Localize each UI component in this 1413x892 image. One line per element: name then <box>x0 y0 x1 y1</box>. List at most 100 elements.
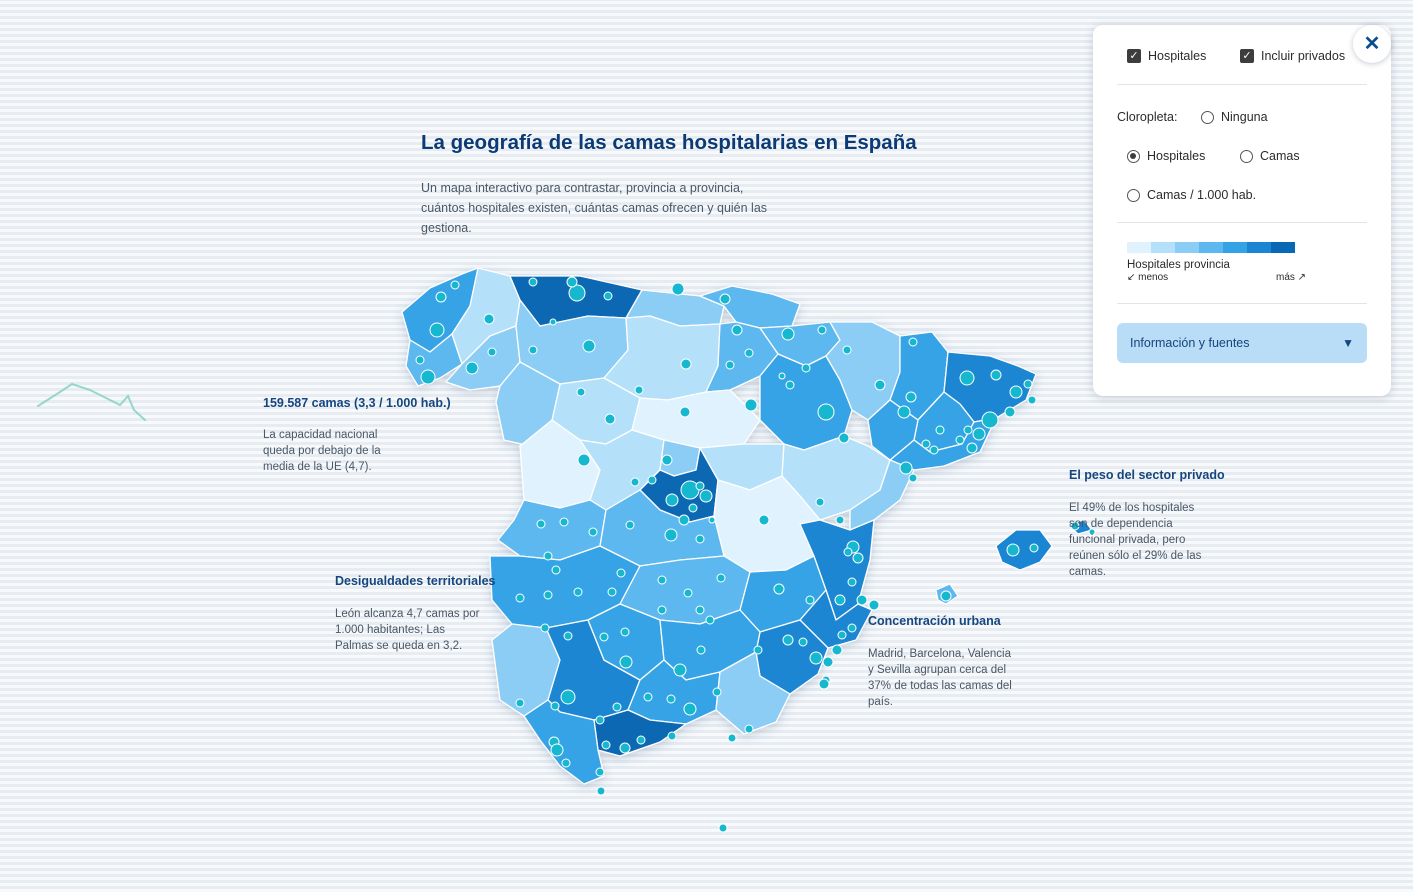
hospital-marker[interactable] <box>695 481 705 491</box>
hospital-marker[interactable] <box>515 593 525 603</box>
hospital-marker[interactable] <box>1029 543 1039 553</box>
hospital-marker[interactable] <box>536 519 546 529</box>
hospital-marker[interactable] <box>543 551 553 561</box>
hospital-marker[interactable] <box>822 656 834 668</box>
hospital-marker[interactable] <box>695 534 705 544</box>
hospital-marker[interactable] <box>577 453 591 467</box>
hospital-marker[interactable] <box>897 405 911 419</box>
hospital-marker[interactable] <box>465 361 479 375</box>
hospital-marker[interactable] <box>657 605 667 615</box>
hospital-marker[interactable] <box>666 694 676 704</box>
hospital-marker[interactable] <box>420 369 436 385</box>
hospital-marker[interactable] <box>1088 528 1096 536</box>
hospital-marker[interactable] <box>620 627 630 637</box>
hospital-marker[interactable] <box>773 583 785 595</box>
hospital-marker[interactable] <box>817 325 827 335</box>
hospital-marker[interactable] <box>929 445 939 455</box>
hospital-marker[interactable] <box>843 547 853 557</box>
hospital-marker[interactable] <box>725 360 735 370</box>
hospital-marker[interactable] <box>719 293 731 305</box>
hospital-marker[interactable] <box>716 573 726 583</box>
hospital-marker[interactable] <box>647 475 657 485</box>
checkbox-hospitales[interactable]: ✓ Hospitales <box>1127 49 1206 63</box>
hospital-marker[interactable] <box>612 702 622 712</box>
hospital-marker[interactable] <box>528 345 538 355</box>
hospital-marker[interactable] <box>680 358 692 370</box>
hospital-marker[interactable] <box>679 406 691 418</box>
hospital-marker[interactable] <box>582 339 596 353</box>
hospital-marker[interactable] <box>643 692 653 702</box>
hospital-marker[interactable] <box>834 594 846 606</box>
radio-camas[interactable]: Camas <box>1240 149 1300 163</box>
hospital-marker[interactable] <box>566 276 578 288</box>
hospital-marker[interactable] <box>963 425 973 435</box>
hospital-marker[interactable] <box>782 634 794 646</box>
hospital-marker[interactable] <box>664 528 678 542</box>
hospital-marker[interactable] <box>661 454 673 466</box>
hospital-marker[interactable] <box>568 284 586 302</box>
hospital-marker[interactable] <box>972 427 986 441</box>
hospital-marker[interactable] <box>758 514 770 526</box>
hospital-marker[interactable] <box>596 786 606 796</box>
hospital-marker[interactable] <box>551 565 561 575</box>
hospital-marker[interactable] <box>665 493 679 507</box>
hospital-marker[interactable] <box>543 590 553 600</box>
hospital-marker[interactable] <box>515 698 525 708</box>
radio-ninguna[interactable]: Ninguna <box>1201 110 1268 124</box>
info-sources-button[interactable]: Información y fuentes ▼ <box>1117 323 1367 363</box>
hospital-marker[interactable] <box>683 588 693 598</box>
hospital-marker[interactable] <box>935 425 945 435</box>
hospital-marker[interactable] <box>616 568 626 578</box>
radio-hospitales[interactable]: Hospitales <box>1127 149 1205 163</box>
hospital-marker[interactable] <box>921 439 931 449</box>
hospital-marker[interactable] <box>657 575 667 585</box>
hospital-marker[interactable] <box>815 497 825 507</box>
hospital-marker[interactable] <box>671 282 685 296</box>
hospital-marker[interactable] <box>560 689 576 705</box>
hospital-marker[interactable] <box>959 370 975 386</box>
close-panel-button[interactable]: ✕ <box>1353 25 1391 63</box>
hospital-marker[interactable] <box>817 403 835 421</box>
hospital-marker[interactable] <box>908 473 918 483</box>
hospital-marker[interactable] <box>636 735 646 745</box>
checkbox-incluir-privados[interactable]: ✓ Incluir privados <box>1240 49 1345 63</box>
hospital-marker[interactable] <box>415 355 425 365</box>
hospital-marker[interactable] <box>708 516 716 524</box>
hospital-marker[interactable] <box>450 280 460 290</box>
hospital-marker[interactable] <box>712 687 722 697</box>
hospital-marker[interactable] <box>705 615 715 625</box>
hospital-marker[interactable] <box>699 489 713 503</box>
hospital-marker[interactable] <box>1027 395 1037 405</box>
hospital-marker[interactable] <box>785 380 795 390</box>
hospital-marker[interactable] <box>940 590 952 602</box>
hospital-marker[interactable] <box>667 731 677 741</box>
hospital-marker[interactable] <box>696 645 706 655</box>
hospital-marker[interactable] <box>805 595 815 605</box>
island-region[interactable] <box>995 529 1053 571</box>
hospital-marker[interactable] <box>781 327 795 341</box>
hospital-marker[interactable] <box>619 742 631 754</box>
province-region[interactable] <box>405 333 463 387</box>
hospital-marker[interactable] <box>625 520 635 530</box>
hospital-marker[interactable] <box>990 369 1002 381</box>
hospital-marker[interactable] <box>429 322 445 338</box>
hospital-marker[interactable] <box>561 758 571 768</box>
hospital-marker[interactable] <box>744 348 754 358</box>
hospital-marker[interactable] <box>550 743 564 757</box>
hospital-marker[interactable] <box>1004 406 1016 418</box>
hospital-marker[interactable] <box>838 432 850 444</box>
hospital-marker[interactable] <box>905 391 917 403</box>
hospital-marker[interactable] <box>603 291 613 301</box>
hospital-marker[interactable] <box>630 477 640 487</box>
hospital-marker[interactable] <box>688 503 698 513</box>
hospital-marker[interactable] <box>1009 385 1023 399</box>
hospital-marker[interactable] <box>607 587 617 597</box>
hospital-marker[interactable] <box>1023 379 1033 389</box>
hospital-marker[interactable] <box>619 655 633 669</box>
hospital-marker[interactable] <box>744 724 754 734</box>
hospital-marker[interactable] <box>550 701 560 711</box>
hospital-marker[interactable] <box>549 318 557 326</box>
hospital-marker[interactable] <box>673 663 687 677</box>
hospital-marker[interactable] <box>842 345 852 355</box>
hospital-marker[interactable] <box>818 678 830 690</box>
